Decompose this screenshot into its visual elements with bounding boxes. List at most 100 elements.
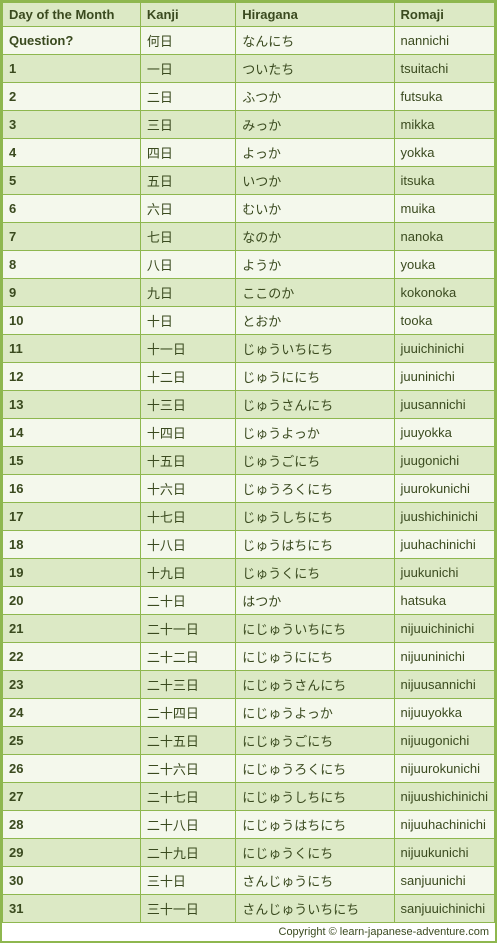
table-row: 10十日とおかtooka [3,307,495,335]
cell-romaji: yokka [394,139,494,167]
table-row: 9九日ここのかkokonoka [3,279,495,307]
cell-romaji: juurokunichi [394,475,494,503]
cell-day: Question? [3,27,141,55]
cell-romaji: sanjuunichi [394,867,494,895]
cell-kanji: 二十六日 [140,755,235,783]
cell-day: 30 [3,867,141,895]
cell-hiragana: じゅうごにち [236,447,394,475]
cell-kanji: 十六日 [140,475,235,503]
cell-day: 7 [3,223,141,251]
cell-hiragana: にじゅうろくにち [236,755,394,783]
cell-romaji: juuyokka [394,419,494,447]
table-row: 8八日ようかyouka [3,251,495,279]
table-row: 15十五日じゅうごにちjuugonichi [3,447,495,475]
cell-romaji: juukunichi [394,559,494,587]
cell-romaji: nannichi [394,27,494,55]
cell-day: 11 [3,335,141,363]
cell-romaji: nijuuninichi [394,643,494,671]
table-row: 20二十日はつかhatsuka [3,587,495,615]
cell-hiragana: むいか [236,195,394,223]
cell-day: 5 [3,167,141,195]
cell-day: 18 [3,531,141,559]
cell-day: 1 [3,55,141,83]
cell-romaji: nijuuichinichi [394,615,494,643]
cell-day: 13 [3,391,141,419]
cell-romaji: itsuka [394,167,494,195]
cell-romaji: hatsuka [394,587,494,615]
cell-kanji: 十四日 [140,419,235,447]
cell-romaji: nijuukunichi [394,839,494,867]
cell-romaji: juuninichi [394,363,494,391]
header-hiragana: Hiragana [236,3,394,27]
cell-romaji: muika [394,195,494,223]
cell-hiragana: じゅうくにち [236,559,394,587]
cell-romaji: nijuugonichi [394,727,494,755]
cell-kanji: 一日 [140,55,235,83]
cell-romaji: sanjuuichinichi [394,895,494,923]
cell-hiragana: とおか [236,307,394,335]
cell-romaji: juusannichi [394,391,494,419]
cell-kanji: 十一日 [140,335,235,363]
cell-day: 14 [3,419,141,447]
table-row: 14十四日じゅうよっかjuuyokka [3,419,495,447]
cell-romaji: nijuusannichi [394,671,494,699]
cell-romaji: nijuurokunichi [394,755,494,783]
cell-hiragana: いつか [236,167,394,195]
cell-romaji: futsuka [394,83,494,111]
cell-day: 27 [3,783,141,811]
table-row: 6六日むいかmuika [3,195,495,223]
cell-day: 24 [3,699,141,727]
table-row: 23二十三日にじゅうさんにちnijuusannichi [3,671,495,699]
table-row: 31三十一日さんじゅういちにちsanjuuichinichi [3,895,495,923]
cell-kanji: 七日 [140,223,235,251]
table-container: Day of the Month Kanji Hiragana Romaji Q… [0,0,497,943]
cell-day: 19 [3,559,141,587]
table-row: 5五日いつかitsuka [3,167,495,195]
table-row: 28二十八日にじゅうはちにちnijuuhachinichi [3,811,495,839]
table-row: 17十七日じゅうしちにちjuushichinichi [3,503,495,531]
cell-day: 20 [3,587,141,615]
cell-day: 23 [3,671,141,699]
cell-day: 17 [3,503,141,531]
cell-kanji: 二十三日 [140,671,235,699]
cell-hiragana: じゅうににち [236,363,394,391]
cell-kanji: 二十四日 [140,699,235,727]
table-body: Question?何日なんにちnannichi1一日ついたちtsuitachi2… [3,27,495,923]
cell-kanji: 十九日 [140,559,235,587]
header-romaji: Romaji [394,3,494,27]
cell-romaji: nijuuhachinichi [394,811,494,839]
table-row: 1一日ついたちtsuitachi [3,55,495,83]
cell-hiragana: にじゅうごにち [236,727,394,755]
cell-hiragana: ついたち [236,55,394,83]
table-row: 26二十六日にじゅうろくにちnijuurokunichi [3,755,495,783]
table-row: 25二十五日にじゅうごにちnijuugonichi [3,727,495,755]
cell-kanji: 十八日 [140,531,235,559]
header-row: Day of the Month Kanji Hiragana Romaji [3,3,495,27]
table-row: 19十九日じゅうくにちjuukunichi [3,559,495,587]
cell-kanji: 二十五日 [140,727,235,755]
cell-romaji: kokonoka [394,279,494,307]
cell-hiragana: さんじゅうにち [236,867,394,895]
cell-kanji: 十五日 [140,447,235,475]
cell-day: 3 [3,111,141,139]
cell-kanji: 六日 [140,195,235,223]
cell-hiragana: ふつか [236,83,394,111]
cell-day: 10 [3,307,141,335]
cell-hiragana: にじゅうくにち [236,839,394,867]
copyright-caption: Copyright © learn-japanese-adventure.com [2,923,495,941]
cell-day: 6 [3,195,141,223]
days-of-month-table: Day of the Month Kanji Hiragana Romaji Q… [2,2,495,941]
cell-kanji: 十三日 [140,391,235,419]
cell-hiragana: じゅうよっか [236,419,394,447]
header-day: Day of the Month [3,3,141,27]
table-row: 27二十七日にじゅうしちにちnijuushichinichi [3,783,495,811]
cell-romaji: nijuushichinichi [394,783,494,811]
cell-hiragana: じゅうはちにち [236,531,394,559]
cell-kanji: 二十七日 [140,783,235,811]
cell-kanji: 八日 [140,251,235,279]
cell-hiragana: ここのか [236,279,394,307]
cell-hiragana: じゅういちにち [236,335,394,363]
table-row: 2二日ふつかfutsuka [3,83,495,111]
cell-kanji: 二日 [140,83,235,111]
cell-day: 26 [3,755,141,783]
